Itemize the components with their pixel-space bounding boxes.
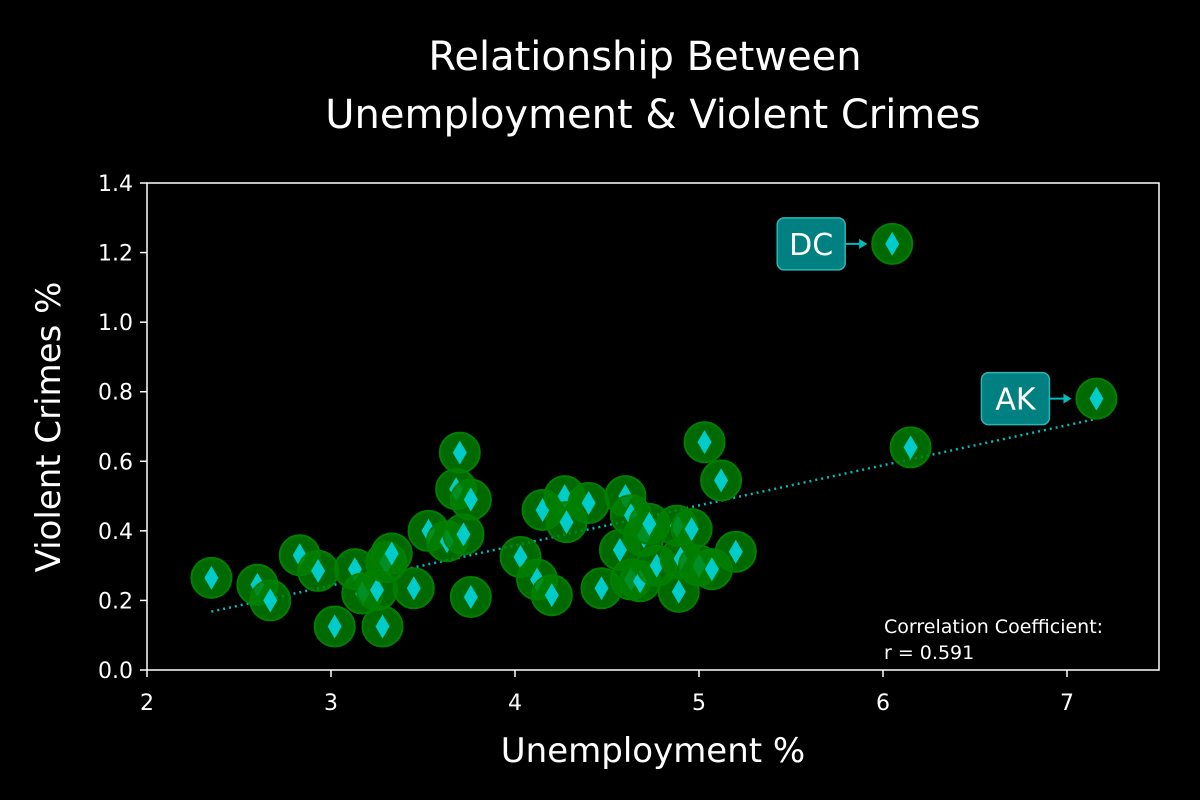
data-point (361, 605, 404, 648)
annotation-label: AK (995, 383, 1037, 418)
y-tick-label: 1.0 (98, 311, 133, 336)
data-point (442, 513, 485, 556)
data-point (449, 478, 492, 521)
data-point (567, 482, 610, 525)
data-point (313, 605, 356, 648)
y-tick-label: 0.0 (98, 659, 133, 684)
data-point (700, 459, 743, 502)
annotation-label: DC (789, 228, 833, 263)
annotation-ak: AK (980, 371, 1072, 426)
points-layer (190, 222, 1118, 648)
x-tick-label: 2 (140, 691, 154, 716)
y-tick-label: 1.2 (98, 242, 133, 267)
data-point (438, 431, 481, 474)
y-tick-label: 1.4 (98, 172, 133, 197)
data-point (889, 426, 932, 469)
y-tick-label: 0.8 (98, 381, 133, 406)
data-point-dc (871, 222, 914, 265)
chart-title-line-2: Unemployment & Violent Crimes (325, 92, 981, 138)
x-tick-label: 7 (1060, 691, 1074, 716)
y-tick-label: 0.2 (98, 589, 133, 614)
correlation-label: Correlation Coefficient: (884, 616, 1103, 638)
data-point (190, 556, 233, 599)
x-tick-label: 4 (508, 691, 522, 716)
x-tick-label: 5 (692, 691, 706, 716)
y-tick-label: 0.4 (98, 520, 133, 545)
x-tick-label: 3 (324, 691, 338, 716)
annotation-dc: DC (776, 217, 868, 271)
x-axis: 2 3 4 5 6 7 (140, 670, 1074, 716)
data-point-ak (1075, 377, 1118, 420)
x-tick-label: 6 (876, 691, 890, 716)
plot-frame (146, 182, 1160, 671)
y-axis-label: Violent Crimes % (29, 282, 69, 573)
data-point (714, 530, 757, 573)
data-point (297, 549, 340, 592)
chart-title-line-1: Relationship Between (428, 34, 861, 80)
data-point (392, 567, 435, 610)
y-axis: 0.0 0.2 0.4 0.6 0.8 1.0 1.2 1.4 (98, 172, 147, 684)
correlation-value: r = 0.591 (884, 642, 974, 664)
data-point (530, 574, 573, 617)
data-point (670, 508, 713, 551)
data-point (683, 421, 726, 464)
data-point (370, 532, 413, 575)
x-axis-label: Unemployment % (501, 731, 805, 771)
data-point (449, 575, 492, 618)
y-tick-label: 0.6 (98, 450, 133, 475)
data-point (249, 579, 292, 622)
annotations-layer: DC AK (776, 217, 1072, 426)
